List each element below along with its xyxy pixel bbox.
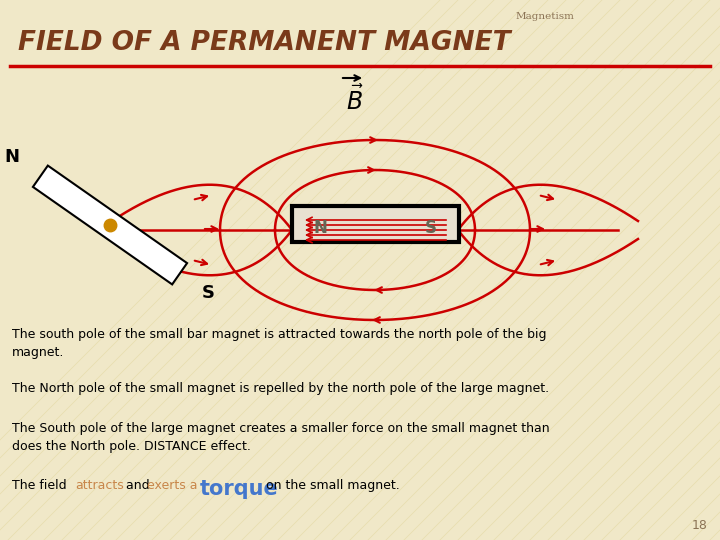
Bar — [292, 206, 459, 242]
Text: and: and — [122, 479, 153, 492]
Text: Magnetism: Magnetism — [516, 12, 575, 21]
Text: The south pole of the small bar magnet is attracted towards the north pole of th: The south pole of the small bar magnet i… — [12, 328, 546, 341]
Text: attracts: attracts — [75, 479, 124, 492]
Text: N: N — [4, 147, 19, 166]
Text: The North pole of the small magnet is repelled by the north pole of the large ma: The North pole of the small magnet is re… — [12, 382, 549, 395]
Text: $\vec{B}$: $\vec{B}$ — [346, 85, 364, 114]
Text: N: N — [313, 219, 327, 237]
Text: exerts a: exerts a — [147, 479, 202, 492]
Text: The field: The field — [12, 479, 71, 492]
Text: on the small magnet.: on the small magnet. — [262, 479, 400, 492]
Polygon shape — [33, 166, 187, 285]
Text: magnet.: magnet. — [12, 346, 64, 359]
Text: 18: 18 — [692, 519, 708, 532]
Text: S: S — [425, 219, 437, 237]
Text: does the North pole. DISTANCE effect.: does the North pole. DISTANCE effect. — [12, 440, 251, 453]
Text: FIELD OF A PERMANENT MAGNET: FIELD OF A PERMANENT MAGNET — [18, 30, 510, 56]
Text: S: S — [202, 285, 215, 302]
Text: The South pole of the large magnet creates a smaller force on the small magnet t: The South pole of the large magnet creat… — [12, 422, 549, 435]
Text: torque: torque — [200, 479, 279, 499]
